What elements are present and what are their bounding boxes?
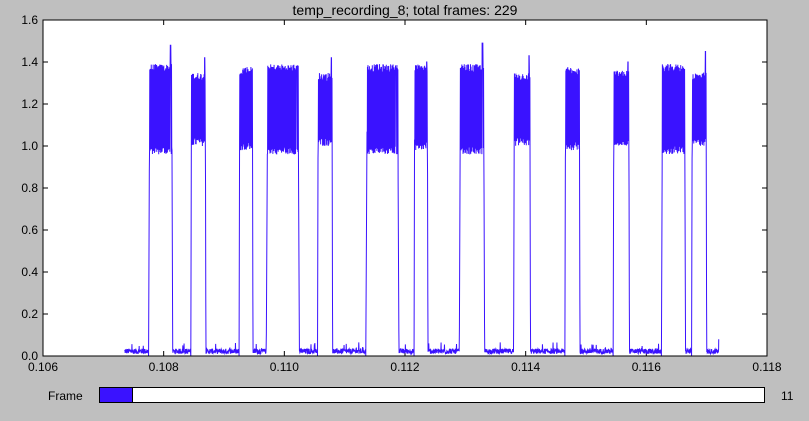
chart-title: temp_recording_8; total frames: 229	[293, 2, 518, 18]
frame-slider-label: Frame	[48, 389, 83, 403]
frame-slider-row: Frame 11	[0, 385, 809, 409]
x-tick-label: 0.106	[28, 360, 58, 374]
y-tick-label: 0.0	[21, 349, 38, 363]
x-tick-label: 0.114	[511, 360, 540, 374]
y-tick-label: 1.6	[21, 13, 38, 27]
y-tick-label: 1.0	[21, 139, 38, 153]
x-tick-label: 0.108	[149, 360, 179, 374]
y-tick-label: 1.4	[21, 55, 38, 69]
y-tick-label: 0.2	[21, 307, 38, 321]
axes-frame	[42, 19, 768, 357]
x-tick-label: 0.118	[752, 360, 781, 374]
series-line-signal	[124, 42, 720, 357]
axis-tick-labels: 0.106 0.108 0.110 0.112 0.114 0.116 0.118 0.0 0.…	[21, 13, 782, 374]
plot-area: temp_recording_8; total frames: 229 0.10…	[21, 2, 782, 374]
frame-slider[interactable]	[99, 387, 765, 403]
frame-slider-fill[interactable]	[100, 388, 134, 402]
y-tick-label: 0.6	[21, 223, 38, 237]
y-tick-label: 0.4	[21, 265, 38, 279]
x-tick-label: 0.110	[270, 360, 299, 374]
x-tick-label: 0.112	[390, 360, 419, 374]
y-tick-label: 1.2	[21, 97, 38, 111]
y-tick-label: 0.8	[21, 181, 38, 195]
frame-slider-value: 11	[781, 389, 794, 403]
x-tick-label: 0.116	[632, 360, 661, 374]
